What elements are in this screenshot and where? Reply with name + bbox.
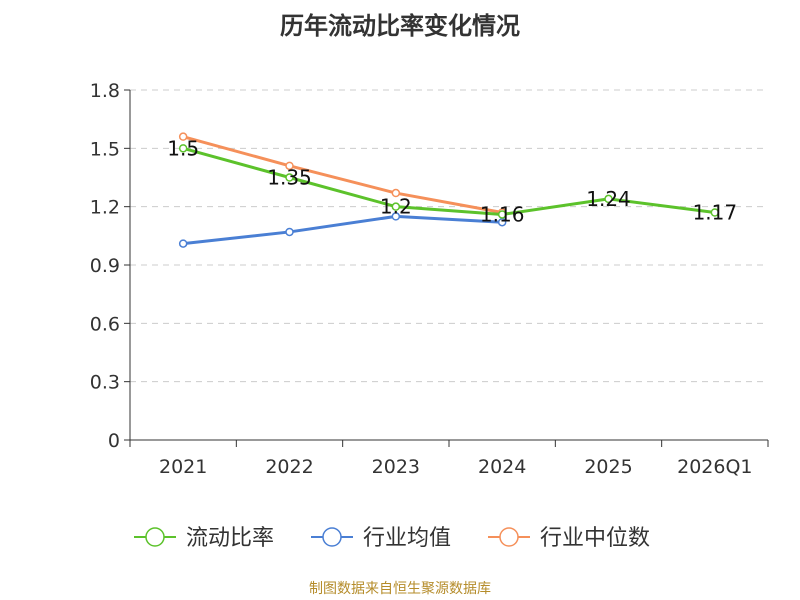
legend-marker bbox=[499, 527, 519, 547]
data-point bbox=[391, 188, 401, 198]
data-point bbox=[497, 210, 507, 219]
y-tick-label: 1.8 bbox=[90, 80, 120, 102]
y-tick-label: 0.9 bbox=[90, 255, 120, 277]
data-point bbox=[178, 132, 188, 141]
data-point bbox=[391, 212, 401, 221]
data-point bbox=[178, 144, 188, 153]
data-point bbox=[497, 217, 507, 227]
data-point bbox=[285, 173, 294, 182]
series-line-1 bbox=[183, 214, 503, 246]
y-tick-label: 0.3 bbox=[90, 372, 120, 394]
data-label: 1.2 bbox=[380, 195, 412, 219]
series-line-2 bbox=[182, 135, 503, 214]
legend-item[interactable]: 行业均值 bbox=[311, 526, 451, 551]
chart-title: 历年流动比率变化情况 bbox=[280, 12, 520, 40]
data-label: 1.35 bbox=[267, 166, 312, 190]
series-line-0 bbox=[182, 146, 716, 216]
grid-lines bbox=[130, 89, 768, 383]
x-tick-label: 2022 bbox=[265, 456, 313, 478]
legend-label: 行业均值 bbox=[363, 526, 451, 551]
data-label: 1.5 bbox=[167, 136, 199, 160]
data-point bbox=[604, 194, 613, 204]
data-label: 1.24 bbox=[586, 187, 631, 211]
series-lines bbox=[178, 132, 720, 248]
x-tick-label: 2023 bbox=[372, 456, 420, 478]
legend: 流动比率 行业均值 行业中位数 bbox=[134, 526, 650, 551]
y-tick-label: 0.6 bbox=[90, 313, 120, 335]
x-tick-label: 2021 bbox=[159, 456, 207, 478]
data-point bbox=[391, 202, 401, 211]
y-tick-label: 1.2 bbox=[90, 197, 120, 219]
y-tick-label: 1.5 bbox=[90, 138, 120, 160]
legend-item[interactable]: 流动比率 bbox=[134, 526, 274, 551]
axes: 0 0.3 0.6 0.9 1.2 1.5 1.8 2021 2022 2023 2024 2025 2… bbox=[90, 80, 769, 478]
x-tick-label: 2025 bbox=[584, 456, 632, 478]
data-point bbox=[710, 208, 720, 217]
data-labels: 1.5 1.35 1.2 1.16 1.24 1.17 bbox=[167, 136, 737, 226]
data-point bbox=[285, 227, 294, 237]
legend-label: 流动比率 bbox=[186, 526, 274, 551]
legend-marker bbox=[145, 527, 165, 547]
legend-marker bbox=[322, 527, 342, 547]
legend-label: 行业中位数 bbox=[540, 526, 650, 551]
data-point bbox=[178, 239, 188, 248]
legend-item[interactable]: 行业中位数 bbox=[488, 526, 650, 551]
x-tick-label: 2026Q1 bbox=[677, 456, 752, 478]
data-point bbox=[285, 161, 294, 171]
source-note: 制图数据来自恒生聚源数据库 bbox=[309, 581, 491, 597]
y-tick-label: 0 bbox=[108, 430, 120, 452]
x-tick-label: 2024 bbox=[478, 456, 526, 478]
data-label: 1.16 bbox=[480, 202, 525, 226]
data-label: 1.17 bbox=[693, 201, 738, 225]
